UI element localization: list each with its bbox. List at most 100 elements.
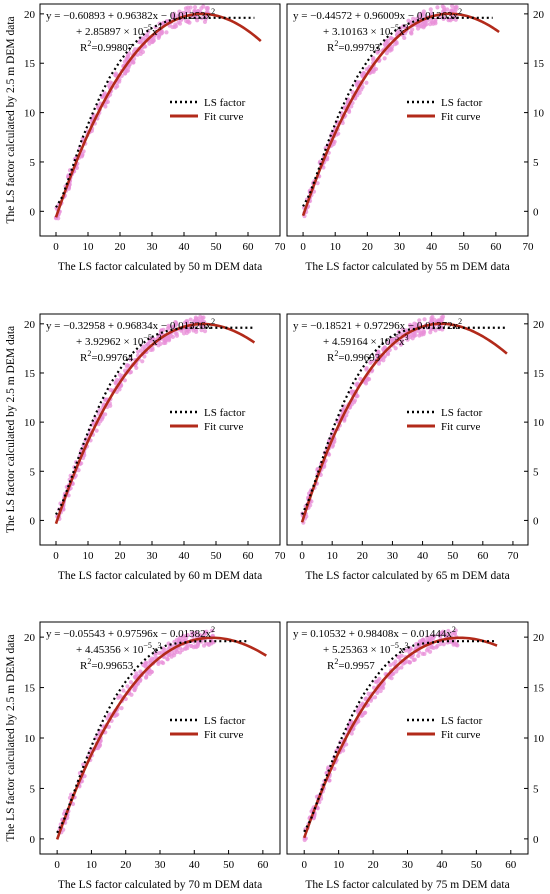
scatter-point [364, 80, 369, 85]
scatter-point [160, 660, 166, 666]
equation: y = 0.10532 + 0.98408x − 0.01444x2+ 5.25… [293, 625, 456, 672]
scatter-point [421, 9, 426, 14]
scatter-point [113, 85, 118, 90]
y-tick-label: 10 [533, 108, 545, 120]
scatter-point [76, 468, 81, 473]
x-tick-label: 50 [223, 859, 235, 871]
axes-frame [286, 313, 529, 546]
y-tick-label: 10 [533, 733, 545, 745]
legend-ls-label: LS factor [441, 407, 483, 419]
x-tick-label: 60 [477, 550, 489, 562]
x-axis: 0 10 20 30 40 50 60 [301, 850, 517, 871]
scatter-point [446, 18, 451, 23]
scatter-point [382, 345, 387, 350]
equation: y = −0.18521 + 0.97296x − 0.01372x2+ 4.5… [293, 317, 462, 364]
legend: LS factor Fit curve [407, 97, 483, 123]
x-tick-label: 0 [300, 241, 306, 253]
legend-ls-label: LS factor [204, 407, 246, 419]
x-tick-label: 10 [83, 550, 95, 562]
x-axis-label: The LS factor calculated by 60 m DEM dat… [58, 570, 262, 582]
y-tick-label: 0 [533, 834, 539, 846]
x-tick-label: 10 [86, 859, 98, 871]
x-tick-label: 70 [275, 550, 287, 562]
legend-ls-label: LS factor [441, 97, 483, 109]
scatter-point [97, 743, 103, 748]
scatter-point [173, 320, 178, 325]
legend-fit-label: Fit curve [441, 729, 481, 741]
equation-line-1: y = −0.60893 + 0.96382x − 0.01253x2 [46, 7, 215, 22]
scatter-point [388, 662, 393, 668]
scatter-point [420, 12, 425, 18]
scatter-point [417, 318, 422, 323]
scatter-point [371, 56, 376, 61]
scatter-point [382, 42, 387, 47]
y-tick-label: 0 [30, 834, 36, 846]
scatter-point [428, 7, 433, 12]
scatter-point [108, 387, 113, 393]
fit-curve [54, 12, 262, 218]
legend-ls-label: LS factor [441, 715, 483, 727]
x-tick-label: 40 [179, 550, 191, 562]
y-tick-label: 5 [533, 466, 539, 478]
legend-fit-label: Fit curve [204, 729, 244, 741]
scatter-point [317, 159, 323, 164]
scatter-point [398, 342, 403, 347]
scatter-point [332, 766, 337, 771]
y-tick-label: 10 [533, 417, 545, 429]
scatter-point [376, 361, 382, 366]
scatter-point [186, 9, 192, 14]
y-tick-label: 5 [533, 157, 539, 169]
equation-line-1: y = −0.05543 + 0.97596x − 0.01382x2 [46, 625, 215, 640]
scatter-point [394, 39, 399, 45]
scatter-point [135, 349, 141, 354]
scatter-point [156, 343, 161, 348]
x-tick-label: 50 [447, 550, 459, 562]
scatter-point [80, 153, 85, 158]
fit-curve [302, 636, 498, 839]
equation-line-1: y = −0.32958 + 0.96834x − 0.01326x2 [46, 317, 215, 332]
equation-line-2: + 3.10163 × 10−5x3 [323, 23, 408, 38]
scatter-point [446, 628, 451, 634]
scatter-point [364, 366, 369, 371]
scatter-point [340, 407, 345, 412]
axes-frame [39, 313, 281, 546]
equation-r2: R2=0.9957 [327, 657, 375, 672]
scatter-point [93, 416, 98, 421]
plot-area [302, 628, 498, 843]
scatter-point [421, 330, 427, 335]
y-tick-label: 20 [24, 319, 36, 331]
scatter-point [169, 654, 174, 659]
scatter-point [429, 318, 434, 323]
scatter-point [141, 36, 146, 41]
x-tick-label: 50 [471, 859, 483, 871]
x-tick-label: 0 [53, 550, 59, 562]
scatter-point [402, 660, 408, 665]
ls-factor-line [55, 326, 255, 516]
legend-ls-label: LS factor [204, 715, 246, 727]
scatter-point [176, 13, 181, 18]
legend: LS factor Fit curve [170, 97, 246, 123]
scatter-point [134, 671, 139, 676]
plot-area [53, 4, 262, 221]
plot-area [54, 314, 256, 525]
equation-r2: R2=0.99653 [80, 657, 134, 672]
equation-line-2: + 3.92962 × 10−5x3 [76, 333, 161, 348]
y-tick-label: 15 [533, 58, 545, 70]
scatter-point [382, 354, 388, 359]
x-tick-label: 40 [417, 550, 429, 562]
y-axis: 0 5 10 15 20 [24, 319, 44, 527]
scatter-point [140, 359, 145, 364]
scatter-point [202, 329, 208, 334]
scatter-point [429, 18, 434, 23]
x-axis: 0 10 20 30 40 50 60 70 [300, 232, 534, 253]
scatter-point [171, 324, 176, 329]
scatter-point [195, 18, 200, 23]
scatter-point [390, 44, 395, 49]
scatter-point [440, 631, 445, 636]
scatter-point [356, 706, 361, 711]
scatter-point [156, 35, 161, 40]
scatter-point [108, 403, 113, 408]
x-tick-label: 40 [179, 241, 191, 253]
